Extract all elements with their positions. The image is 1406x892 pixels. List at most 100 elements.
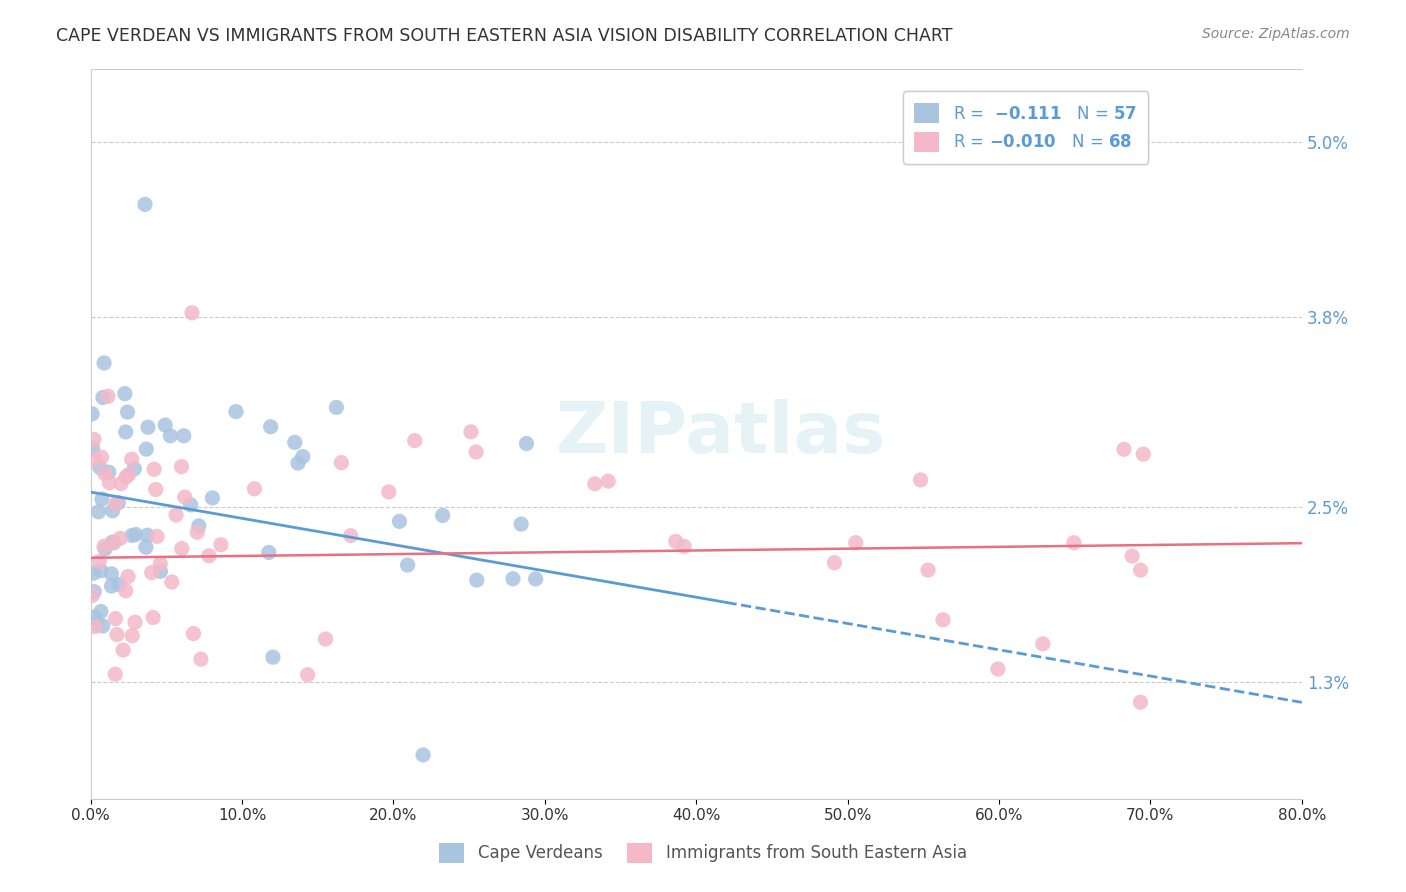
Point [136,528,159,542]
Point [83,433,105,447]
Text: CAPE VERDEAN VS IMMIGRANTS FROM SOUTH EASTERN ASIA VISION DISABILITY CORRELATION: CAPE VERDEAN VS IMMIGRANTS FROM SOUTH EA… [56,27,953,45]
Point [115,470,138,484]
Text: ZIPatlas: ZIPatlas [555,399,886,468]
Point [143,462,166,476]
Point [83,610,105,624]
Point [330,456,353,470]
Point [104,497,127,511]
Point [1129,563,1152,577]
Point [104,667,127,681]
Point [110,531,132,545]
Point [465,573,488,587]
Point [114,583,136,598]
Point [117,405,139,419]
Point [97,389,120,403]
Point [135,442,157,456]
Point [377,484,399,499]
Point [86,617,108,632]
Point [190,652,212,666]
Text: Source: ZipAtlas.com: Source: ZipAtlas.com [1202,27,1350,41]
Point [121,629,143,643]
Point [98,475,121,490]
Point [90,450,112,465]
Point [149,564,172,578]
Point [987,662,1010,676]
Point [180,498,202,512]
Point [262,650,284,665]
Point [325,401,347,415]
Point [100,579,122,593]
Point [396,558,419,572]
Point [149,557,172,571]
Point [1121,549,1143,563]
Point [103,536,125,550]
Point [110,476,132,491]
Point [315,632,337,646]
Point [465,445,488,459]
Point [141,566,163,580]
Point [1063,535,1085,549]
Point [90,564,112,578]
Point [117,569,139,583]
Point [100,566,122,581]
Point [201,491,224,505]
Point [186,525,208,540]
Point [105,627,128,641]
Legend: Cape Verdeans, Immigrants from South Eastern Asia: Cape Verdeans, Immigrants from South Eas… [427,831,979,875]
Point [93,539,115,553]
Point [187,519,209,533]
Point [198,549,221,563]
Point [104,611,127,625]
Point [297,667,319,681]
Point [170,459,193,474]
Point [502,572,524,586]
Point [91,391,114,405]
Point [510,517,533,532]
Point [183,626,205,640]
Point [910,473,932,487]
Point [432,508,454,523]
Point [339,529,361,543]
Point [83,584,105,599]
Point [460,425,482,439]
Point [932,613,955,627]
Point [82,566,104,581]
Point [153,418,176,433]
Point [173,490,195,504]
Point [524,572,547,586]
Point [165,508,187,522]
Point [93,356,115,370]
Point [124,462,146,476]
Point [160,574,183,589]
Point [121,528,143,542]
Point [117,467,139,482]
Point [142,610,165,624]
Point [284,435,307,450]
Point [82,407,104,421]
Point [824,556,846,570]
Point [112,643,135,657]
Point [1032,637,1054,651]
Point [108,577,131,591]
Point [91,491,114,506]
Point [404,434,426,448]
Point [225,404,247,418]
Point [243,482,266,496]
Point [257,545,280,559]
Point [87,505,110,519]
Point [89,460,111,475]
Point [1129,695,1152,709]
Point [260,419,283,434]
Point [94,467,117,481]
Point [83,451,105,466]
Point [180,306,202,320]
Point [124,615,146,630]
Point [82,442,104,456]
Point [673,540,696,554]
Point [101,504,124,518]
Point [1112,442,1135,457]
Point [136,420,159,434]
Point [159,429,181,443]
Point [90,605,112,619]
Point [82,589,104,603]
